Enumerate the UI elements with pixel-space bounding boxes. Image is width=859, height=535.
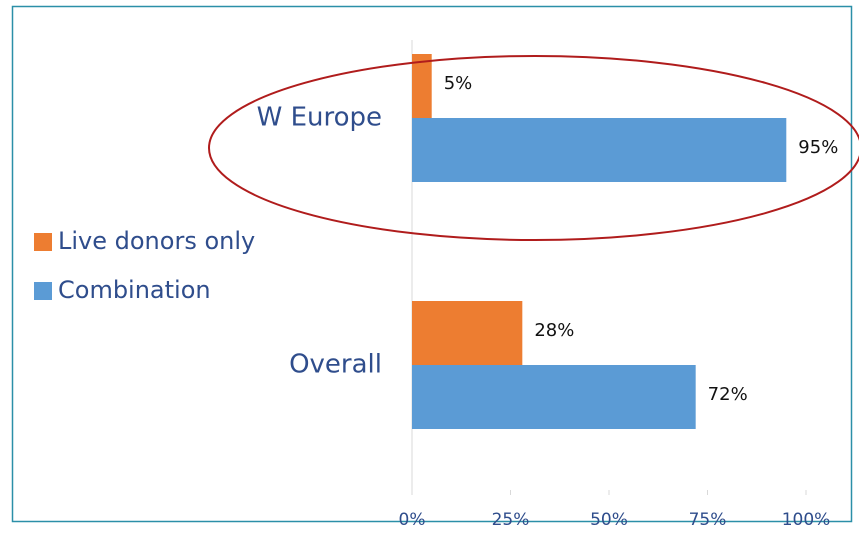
x-tick-label: 100% (782, 510, 831, 530)
value-label: 5% (444, 73, 473, 94)
bar (412, 365, 696, 429)
category-label: W Europe (257, 103, 382, 133)
x-tick-label: 0% (399, 510, 426, 530)
legend-label: Live donors only (58, 227, 255, 255)
value-label: 72% (708, 384, 748, 405)
x-tick-label: 75% (689, 510, 727, 530)
frame (11, 5, 853, 523)
x-tick-label: 25% (492, 510, 530, 530)
category-label: Overall (289, 350, 382, 380)
value-label: 95% (798, 137, 838, 158)
highlight-ellipse (208, 55, 859, 241)
x-tick-label: 50% (590, 510, 628, 530)
value-label: 28% (534, 320, 574, 341)
bar (412, 54, 432, 118)
legend-swatch (34, 233, 52, 251)
legend-label: Combination (58, 276, 211, 304)
bar (412, 301, 523, 365)
bar (412, 118, 787, 182)
legend-swatch (34, 282, 52, 300)
